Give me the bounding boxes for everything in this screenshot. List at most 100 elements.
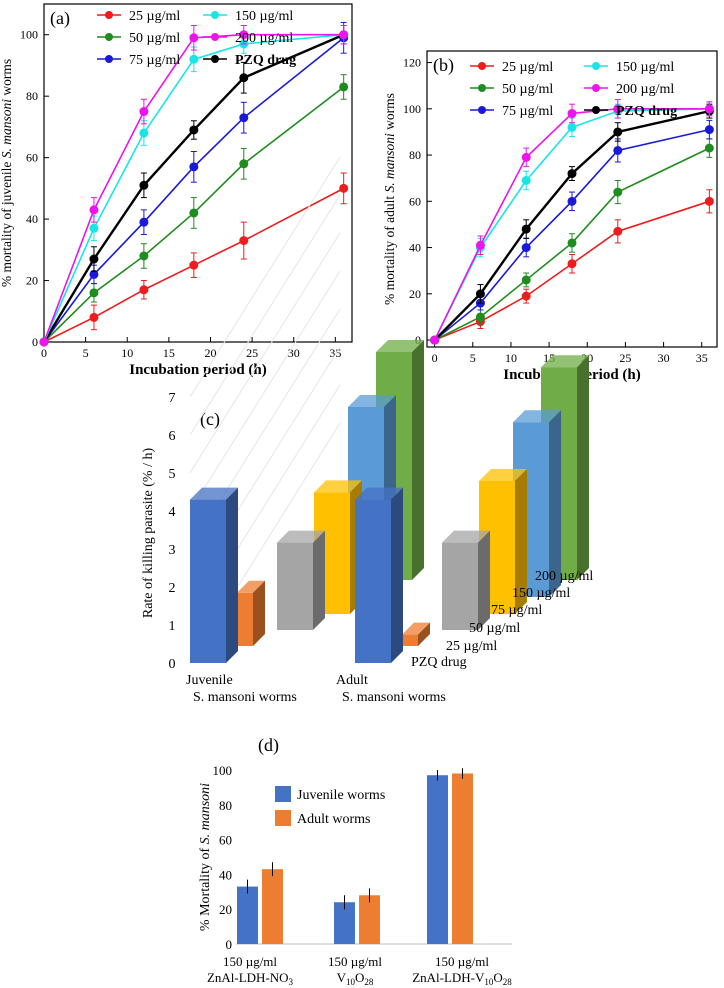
x-tick-label: 15 bbox=[163, 346, 175, 360]
data-point bbox=[521, 176, 531, 185]
y-tick-label: 4 bbox=[169, 505, 176, 520]
legend-label: PZQ drug bbox=[235, 53, 296, 68]
x-tick-label: 30 bbox=[658, 351, 670, 365]
data-point bbox=[189, 33, 199, 43]
legend-label: 25 µg/ml bbox=[129, 9, 180, 24]
data-point bbox=[567, 108, 577, 118]
depth-gridline bbox=[189, 270, 341, 512]
panel-label: (d) bbox=[258, 735, 279, 756]
bar-50gml bbox=[442, 530, 490, 630]
legend-label: Juvenile worms bbox=[297, 788, 385, 803]
series-axis-label: 50 µg/ml bbox=[469, 621, 520, 636]
data-point bbox=[567, 238, 577, 248]
bar-front bbox=[190, 499, 226, 663]
series-line bbox=[434, 147, 710, 341]
bar-side bbox=[418, 622, 430, 646]
legend-marker bbox=[592, 106, 600, 114]
bar bbox=[237, 886, 258, 944]
group-label: Juvenile bbox=[186, 673, 233, 688]
legend-marker bbox=[105, 33, 113, 41]
data-point bbox=[613, 187, 623, 197]
bar-front bbox=[355, 499, 391, 663]
category-formula: ZnAl-LDH-V10O28 bbox=[412, 970, 512, 987]
bar-front bbox=[277, 542, 313, 630]
bar-25gml bbox=[237, 580, 265, 646]
bar-top bbox=[376, 340, 424, 352]
bar-pzqdrug bbox=[190, 487, 238, 663]
data-point bbox=[139, 128, 149, 138]
y-tick-label: 0 bbox=[32, 335, 38, 349]
legend-label: 75 µg/ml bbox=[502, 104, 553, 119]
bar-side bbox=[253, 580, 265, 646]
legend-label: 150 µg/ml bbox=[235, 9, 293, 24]
data-point bbox=[475, 312, 485, 322]
series-75gml bbox=[39, 21, 349, 347]
bar-front bbox=[402, 634, 418, 646]
bar-top bbox=[237, 580, 265, 593]
series-150gml bbox=[39, 25, 349, 347]
bar-top bbox=[277, 530, 325, 543]
data-point bbox=[339, 30, 349, 40]
data-point bbox=[430, 335, 440, 345]
bar-side bbox=[515, 469, 527, 614]
y-tick-label: 5 bbox=[169, 467, 176, 482]
legend: 25 µg/ml 50 µg/ml 75 µg/ml 150 µg/ml 200 µg/… bbox=[97, 9, 296, 68]
plot-frame bbox=[426, 50, 718, 348]
data-point bbox=[704, 125, 714, 135]
legend: Juvenile worms Adult worms bbox=[275, 786, 385, 827]
bar bbox=[334, 902, 355, 944]
bar-front bbox=[442, 542, 478, 630]
series-line bbox=[43, 37, 345, 343]
series-50gml bbox=[39, 74, 349, 347]
legend-label: PZQ drug bbox=[616, 104, 677, 119]
data-point bbox=[521, 243, 531, 253]
data-point bbox=[339, 183, 349, 193]
data-point bbox=[567, 196, 577, 206]
panel-c: (c) 0 1 2 3 4 5 6 7 Rate of killing parasite (% /… bbox=[141, 156, 593, 705]
y-tick-label: 40 bbox=[409, 241, 421, 255]
data-point bbox=[521, 152, 531, 162]
legend-marker bbox=[105, 11, 113, 19]
panel-label: (c) bbox=[200, 409, 220, 430]
legend-marker bbox=[592, 84, 600, 92]
data-point bbox=[521, 224, 531, 234]
series-200gml bbox=[430, 99, 714, 345]
bar-25gml bbox=[402, 622, 430, 646]
data-point bbox=[704, 143, 714, 153]
y-tick-label: 60 bbox=[219, 833, 232, 848]
y-tick-label: 80 bbox=[219, 798, 232, 813]
bar-top bbox=[355, 487, 403, 500]
y-tick-label: 100 bbox=[213, 763, 233, 778]
data-point bbox=[89, 205, 99, 215]
bar-front bbox=[237, 592, 253, 646]
data-point bbox=[239, 159, 249, 169]
bar-side bbox=[391, 487, 403, 663]
legend-marker bbox=[592, 62, 600, 70]
bar-side bbox=[478, 530, 490, 630]
series-line bbox=[433, 108, 710, 341]
y-axis-label: % mortality of adult S. mansoni worms bbox=[382, 93, 397, 305]
data-point bbox=[189, 54, 199, 64]
x-tick-label: 35 bbox=[696, 351, 708, 365]
data-point bbox=[567, 259, 577, 269]
panel-b: 05101520253035020406080100120Incubation … bbox=[382, 50, 718, 383]
x-tick-label: 10 bbox=[505, 351, 517, 365]
data-point bbox=[239, 113, 249, 123]
series-axis-label: 200 µg/ml bbox=[535, 569, 593, 584]
panel-d: (d) 0 20 40 60 80 100% Mortality of S. mansoni… bbox=[198, 735, 512, 987]
panel-label: (a) bbox=[50, 8, 70, 29]
x-tick-label: 25 bbox=[619, 351, 631, 365]
category-label: 150 µg/ml bbox=[328, 954, 382, 969]
y-tick-label: 0 bbox=[226, 937, 233, 952]
legend-marker bbox=[478, 106, 486, 114]
data-point bbox=[567, 169, 577, 179]
data-point bbox=[239, 236, 249, 246]
legend-marker bbox=[478, 84, 486, 92]
legend-marker bbox=[211, 55, 219, 63]
bar-pzqdrug bbox=[355, 487, 403, 663]
data-point bbox=[613, 145, 623, 155]
series-line bbox=[433, 109, 710, 341]
y-tick-label: 0 bbox=[169, 657, 176, 672]
y-tick-label: 2 bbox=[169, 581, 176, 596]
